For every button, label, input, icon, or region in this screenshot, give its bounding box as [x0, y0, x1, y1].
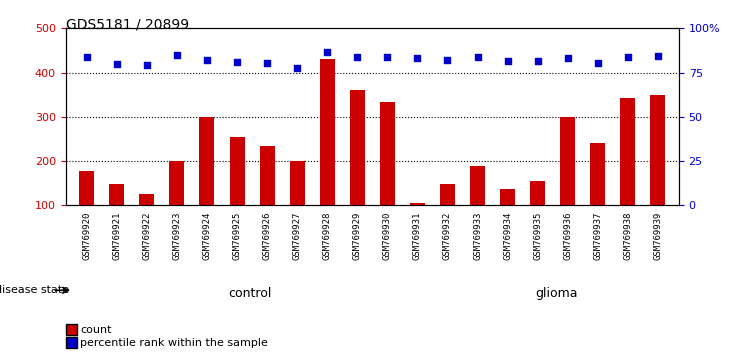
Text: percentile rank within the sample: percentile rank within the sample: [80, 338, 268, 348]
Text: disease state: disease state: [0, 285, 69, 295]
Bar: [591, 143, 605, 250]
Point: [321, 49, 333, 55]
Point: [652, 53, 664, 58]
Point: [111, 61, 123, 67]
Bar: [320, 59, 335, 250]
Bar: [260, 147, 274, 250]
Text: control: control: [228, 287, 272, 300]
Point: [351, 54, 363, 60]
Point: [442, 57, 453, 63]
Bar: [650, 95, 665, 250]
Point: [412, 56, 423, 61]
Point: [592, 60, 604, 66]
Point: [472, 54, 483, 60]
Bar: [410, 203, 425, 250]
Bar: [440, 184, 455, 250]
Text: GDS5181 / 20899: GDS5181 / 20899: [66, 18, 189, 32]
Bar: [530, 181, 545, 250]
Bar: [110, 184, 124, 250]
Bar: [380, 102, 395, 250]
Point: [231, 59, 243, 64]
Bar: [500, 188, 515, 250]
Bar: [350, 90, 365, 250]
Bar: [620, 98, 635, 250]
Point: [141, 62, 153, 68]
Bar: [139, 194, 154, 250]
Bar: [290, 161, 304, 250]
Point: [502, 58, 513, 64]
Point: [201, 57, 213, 63]
Point: [171, 52, 182, 58]
Point: [382, 54, 393, 60]
Point: [261, 60, 273, 66]
Bar: [169, 161, 185, 250]
Point: [622, 54, 634, 60]
Bar: [470, 166, 485, 250]
Point: [291, 65, 303, 71]
Text: count: count: [80, 325, 112, 335]
Point: [562, 56, 574, 61]
Text: glioma: glioma: [535, 287, 577, 300]
Bar: [199, 117, 215, 250]
Bar: [560, 117, 575, 250]
Bar: [80, 171, 94, 250]
Point: [81, 54, 93, 60]
Bar: [229, 137, 245, 250]
Point: [531, 58, 543, 64]
